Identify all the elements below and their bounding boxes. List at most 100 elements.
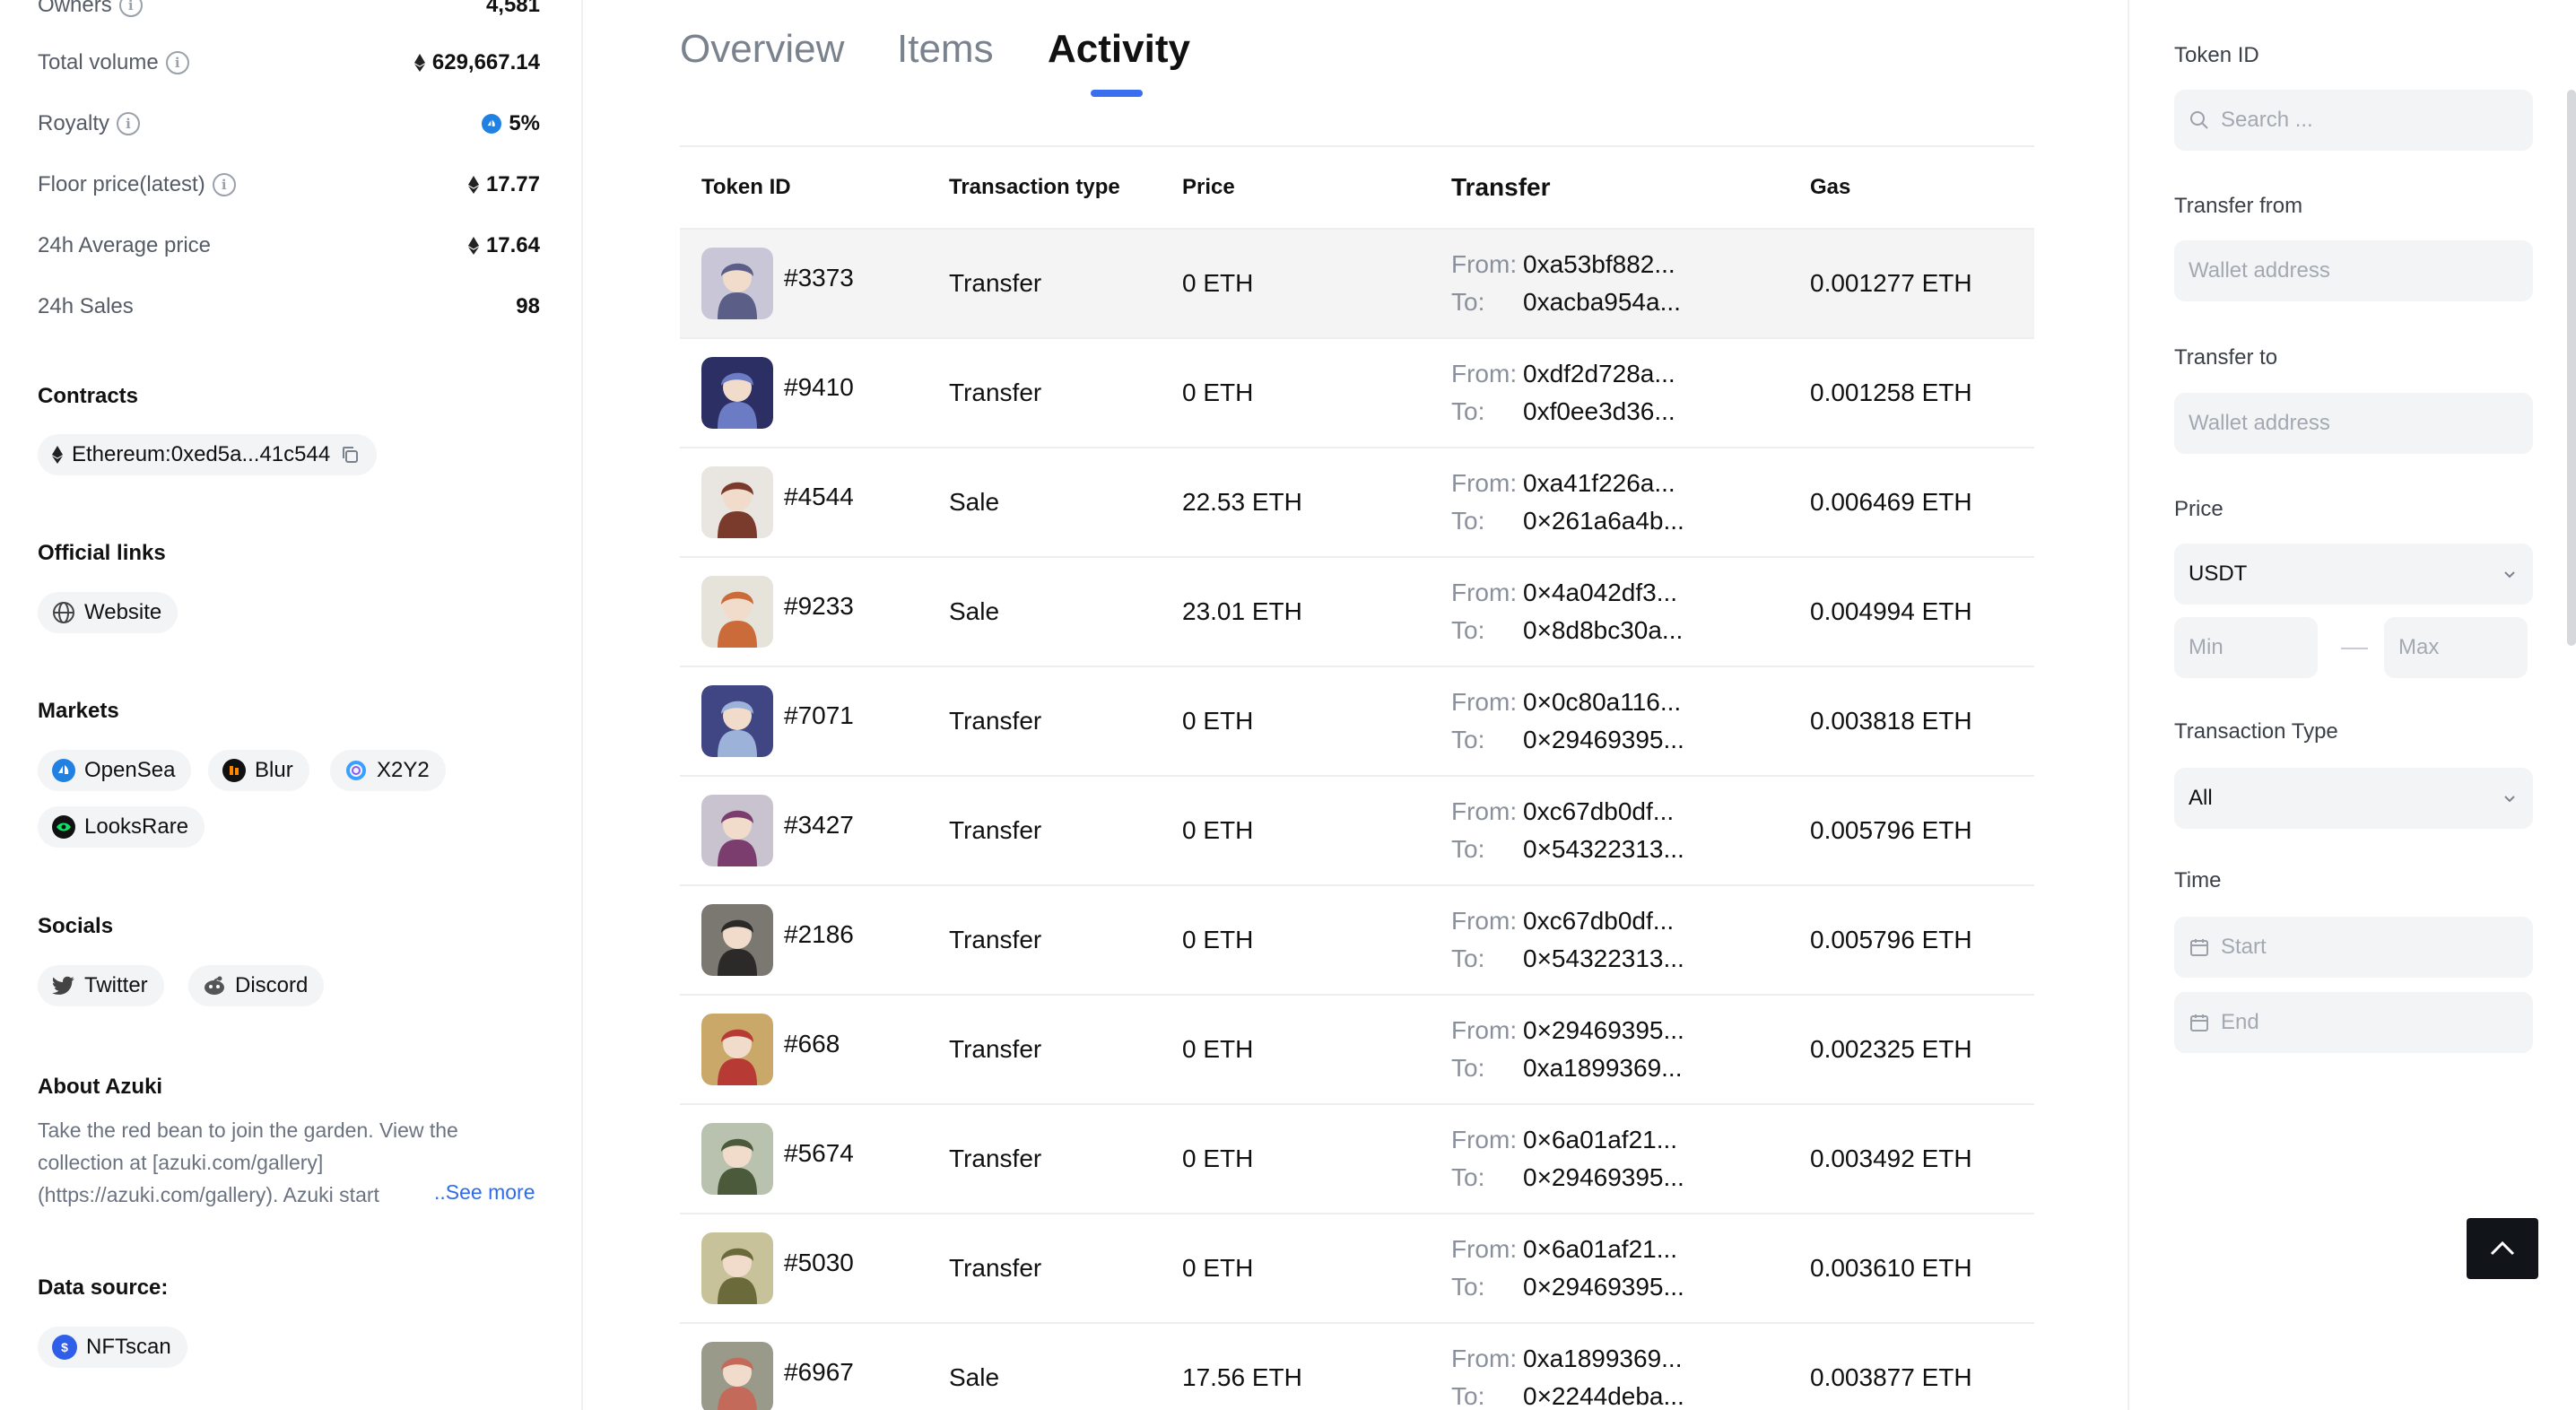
to-label: To: xyxy=(1451,507,1485,535)
market-x2y2[interactable]: X2Y2 xyxy=(330,750,446,791)
header-token-id[interactable]: Token ID xyxy=(701,175,791,199)
header-transaction-type[interactable]: Transaction type xyxy=(949,175,1120,199)
nft-avatar[interactable] xyxy=(701,904,773,976)
transaction-type-select[interactable]: All xyxy=(2174,768,2533,829)
to-label: To: xyxy=(1451,397,1485,425)
to-address[interactable]: 0×29469395... xyxy=(1523,1163,1684,1191)
website-link[interactable]: Website xyxy=(38,592,178,633)
transfer-from-input[interactable]: Wallet address xyxy=(2174,240,2533,301)
token-id[interactable]: #668 xyxy=(784,1030,840,1058)
discord-link[interactable]: Discord xyxy=(188,965,325,1006)
token-id[interactable]: #3427 xyxy=(784,811,854,839)
time-end-placeholder: End xyxy=(2221,1010,2259,1034)
table-row[interactable]: #3373 Transfer 0 ETH From: 0xa53bf882... To: 0… xyxy=(680,230,2034,339)
info-icon[interactable]: i xyxy=(165,51,189,74)
to-address[interactable]: 0×54322313... xyxy=(1523,835,1684,863)
header-gas[interactable]: Gas xyxy=(1810,175,1851,199)
from-address[interactable]: 0×6a01af21... xyxy=(1523,1126,1678,1153)
transfer-from-label: Transfer from xyxy=(2174,194,2303,218)
see-more-link[interactable]: ..See more xyxy=(431,1180,535,1205)
from-address[interactable]: 0xc67db0df... xyxy=(1523,797,1675,825)
transaction-type: Transfer xyxy=(949,707,1042,735)
market-blur[interactable]: Blur xyxy=(208,750,309,791)
table-row[interactable]: #6967 Sale 17.56 ETH From: 0xa1899369... To: 0… xyxy=(680,1324,2034,1410)
nft-avatar[interactable] xyxy=(701,1014,773,1085)
table-row[interactable]: #5674 Transfer 0 ETH From: 0×6a01af21... To: 0… xyxy=(680,1105,2034,1214)
to-address[interactable]: 0×54322313... xyxy=(1523,944,1684,972)
token-id[interactable]: #5030 xyxy=(784,1249,854,1276)
from-address[interactable]: 0xa53bf882... xyxy=(1523,250,1675,278)
from-address[interactable]: 0×6a01af21... xyxy=(1523,1235,1678,1263)
nft-avatar[interactable] xyxy=(701,357,773,429)
currency-select[interactable]: USDT xyxy=(2174,544,2533,605)
token-id[interactable]: #4544 xyxy=(784,483,854,510)
price-min-input[interactable]: Min xyxy=(2174,617,2318,678)
token-id[interactable]: #2186 xyxy=(784,920,854,948)
table-row[interactable]: #5030 Transfer 0 ETH From: 0×6a01af21... To: 0… xyxy=(680,1214,2034,1324)
nft-avatar[interactable] xyxy=(701,1123,773,1195)
nft-avatar[interactable] xyxy=(701,466,773,538)
market-opensea[interactable]: OpenSea xyxy=(38,750,192,791)
official-links-title: Official links xyxy=(38,541,166,565)
globe-icon xyxy=(53,602,74,623)
table-row[interactable]: #668 Transfer 0 ETH From: 0×29469395... To: 0x… xyxy=(680,996,2034,1105)
nft-avatar[interactable] xyxy=(701,576,773,648)
contract-chip[interactable]: Ethereum:0xed5a...41c544 xyxy=(38,434,378,475)
to-address[interactable]: 0xacba954a... xyxy=(1523,288,1681,316)
twitter-link[interactable]: Twitter xyxy=(38,965,164,1006)
info-icon[interactable]: i xyxy=(117,112,141,135)
price: 0 ETH xyxy=(1182,1145,1254,1172)
info-icon[interactable]: i xyxy=(212,173,236,196)
price-max-input[interactable]: Max xyxy=(2384,617,2528,678)
token-id[interactable]: #9410 xyxy=(784,373,854,401)
chevron-down-icon xyxy=(2504,571,2515,579)
to-address[interactable]: 0×29469395... xyxy=(1523,1273,1684,1301)
to-address[interactable]: 0xf0ee3d36... xyxy=(1523,397,1675,425)
to-address[interactable]: 0×261a6a4b... xyxy=(1523,507,1684,535)
from-address[interactable]: 0×4a042df3... xyxy=(1523,579,1678,606)
table-row[interactable]: #7071 Transfer 0 ETH From: 0×0c80a116... To: 0… xyxy=(680,667,2034,777)
table-row[interactable]: #9233 Sale 23.01 ETH From: 0×4a042df3... To: 0… xyxy=(680,558,2034,667)
table-row[interactable]: #4544 Sale 22.53 ETH From: 0xa41f226a... To: 0… xyxy=(680,448,2034,558)
search-icon xyxy=(2190,111,2208,129)
token-id[interactable]: #3373 xyxy=(784,264,854,292)
from-address[interactable]: 0×0c80a116... xyxy=(1523,688,1682,716)
nft-avatar[interactable] xyxy=(701,795,773,866)
scrollbar[interactable] xyxy=(2567,90,2576,646)
token-id[interactable]: #7071 xyxy=(784,701,854,729)
to-address[interactable]: 0xa1899369... xyxy=(1523,1054,1683,1082)
nft-avatar[interactable] xyxy=(701,248,773,319)
from-address[interactable]: 0×29469395... xyxy=(1523,1016,1684,1044)
data-source-chip[interactable]: $ NFTscan xyxy=(38,1327,187,1368)
table-row[interactable]: #3427 Transfer 0 ETH From: 0xc67db0df... To: 0… xyxy=(680,777,2034,886)
transaction-type: Transfer xyxy=(949,926,1042,953)
market-looksrare[interactable]: LooksRare xyxy=(38,806,205,848)
nft-avatar[interactable] xyxy=(701,1232,773,1304)
token-id-search-input[interactable]: Search ... xyxy=(2174,90,2533,151)
copy-icon[interactable] xyxy=(339,444,361,466)
time-end-input[interactable]: End xyxy=(2174,992,2533,1053)
header-transfer[interactable]: Transfer xyxy=(1451,173,1551,201)
nft-avatar[interactable] xyxy=(701,1342,773,1410)
time-start-input[interactable]: Start xyxy=(2174,917,2533,978)
info-icon[interactable]: i xyxy=(118,0,143,17)
tab-items[interactable]: Items xyxy=(897,27,994,71)
token-id[interactable]: #9233 xyxy=(784,592,854,620)
tab-overview[interactable]: Overview xyxy=(680,27,845,71)
table-row[interactable]: #9410 Transfer 0 ETH From: 0xdf2d728a... To: 0… xyxy=(680,339,2034,448)
token-id[interactable]: #5674 xyxy=(784,1139,854,1167)
back-to-top-button[interactable] xyxy=(2467,1218,2538,1279)
nft-avatar[interactable] xyxy=(701,685,773,757)
tab-activity[interactable]: Activity xyxy=(1048,27,1190,71)
from-address[interactable]: 0xdf2d728a... xyxy=(1523,360,1675,387)
from-address[interactable]: 0xc67db0df... xyxy=(1523,907,1675,935)
to-address[interactable]: 0×2244deba... xyxy=(1523,1382,1684,1410)
to-address[interactable]: 0×8d8bc30a... xyxy=(1523,616,1684,644)
table-row[interactable]: #2186 Transfer 0 ETH From: 0xc67db0df... To: 0… xyxy=(680,886,2034,996)
from-address[interactable]: 0xa41f226a... xyxy=(1523,469,1675,497)
to-address[interactable]: 0×29469395... xyxy=(1523,726,1684,753)
token-id[interactable]: #6967 xyxy=(784,1358,854,1386)
transfer-to-input[interactable]: Wallet address xyxy=(2174,393,2533,454)
from-address[interactable]: 0xa1899369... xyxy=(1523,1345,1683,1372)
header-price[interactable]: Price xyxy=(1182,175,1235,199)
